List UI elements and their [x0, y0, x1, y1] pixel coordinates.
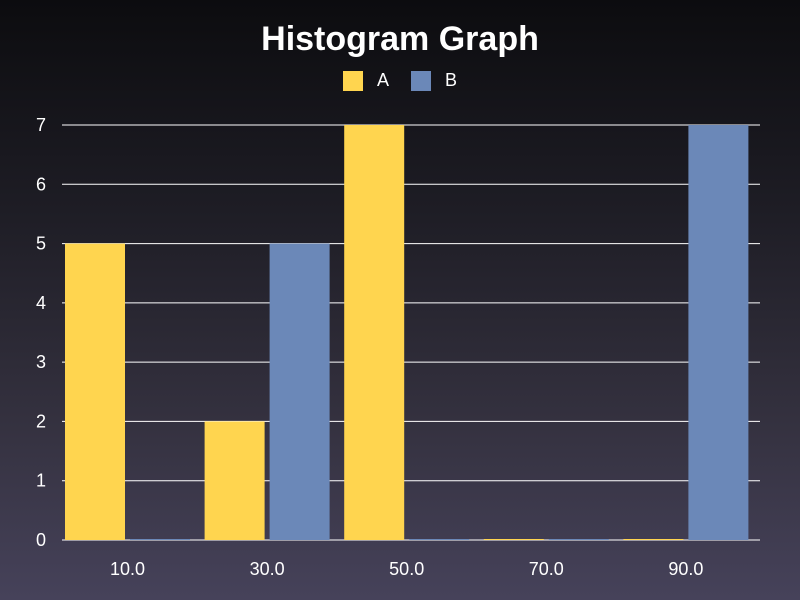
- bar-a-10.0[interactable]: [65, 243, 125, 541]
- y-tick-label: 4: [36, 293, 46, 313]
- x-tick-label: 70.0: [529, 559, 564, 579]
- y-tick-label: 2: [36, 411, 46, 431]
- bar-b-70.0[interactable]: [548, 539, 609, 540]
- legend-label-a: A: [376, 70, 389, 90]
- y-tick-label: 3: [36, 352, 46, 372]
- x-tick-label: 30.0: [250, 559, 285, 579]
- x-tick-label: 10.0: [110, 559, 145, 579]
- y-tick-label: 0: [36, 530, 46, 550]
- y-tick-label: 5: [36, 234, 46, 254]
- chart-title: Histogram Graph: [261, 20, 539, 58]
- bar-b-30.0[interactable]: [269, 243, 330, 541]
- legend-item-a[interactable]: A: [342, 70, 389, 91]
- legend-item-b[interactable]: B: [411, 70, 457, 91]
- bar-a-70.0[interactable]: [483, 539, 544, 540]
- bar-a-30.0[interactable]: [204, 421, 265, 540]
- axis-labels: 0 1 2 3 4 5 6 7 10.0 30.0 50.0 70.0 90.0: [36, 115, 703, 579]
- bar-b-90.0[interactable]: [688, 125, 749, 540]
- grid-layer: [62, 124, 760, 541]
- bar-a-50.0[interactable]: [344, 125, 405, 540]
- bar-a-90.0[interactable]: [623, 539, 684, 540]
- legend-label-b: B: [445, 70, 458, 90]
- legend: A B: [0, 70, 800, 91]
- legend-swatch-b: [411, 70, 431, 91]
- y-tick-label: 6: [36, 174, 46, 194]
- bar-b-10.0[interactable]: [130, 539, 190, 540]
- y-tick-label: 7: [36, 115, 46, 135]
- legend-swatch-a: [342, 70, 363, 91]
- bar-layer: [65, 125, 749, 541]
- y-tick-label: 1: [36, 471, 46, 491]
- x-tick-label: 90.0: [668, 559, 703, 579]
- bar-b-50.0[interactable]: [409, 539, 470, 540]
- x-tick-label: 50.0: [389, 559, 424, 579]
